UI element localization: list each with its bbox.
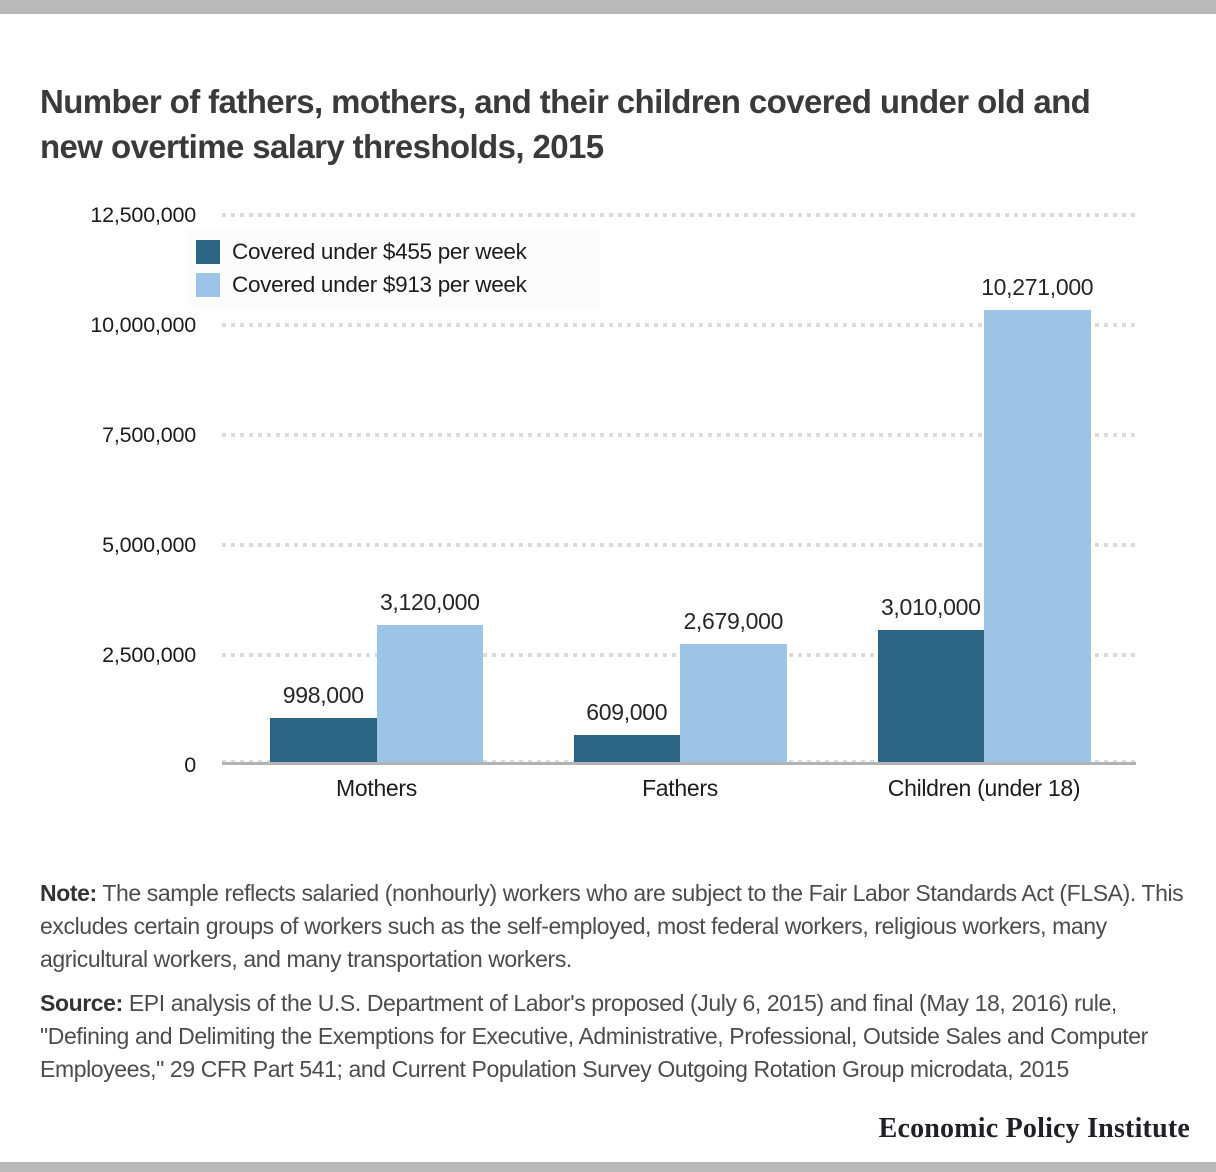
chart-legend: Covered under $455 per week Covered under…	[186, 228, 600, 310]
bar-old-threshold	[270, 718, 377, 762]
legend-swatch-icon	[196, 272, 220, 297]
y-axis-tick-label: 10,000,000	[90, 313, 196, 337]
chart-title: Number of fathers, mothers, and their ch…	[40, 83, 1091, 166]
gridline	[222, 543, 1136, 547]
bottom-frame-bar	[0, 1162, 1216, 1172]
gridline	[222, 323, 1136, 327]
x-axis-line	[222, 762, 1136, 765]
note-text: Note: The sample reflects salaried (nonh…	[40, 877, 1185, 976]
bar-value-label: 609,000	[586, 699, 668, 725]
legend-swatch-icon	[196, 239, 220, 264]
source-label: Source:	[40, 990, 123, 1016]
gridline	[222, 653, 1136, 657]
bar-new-threshold	[680, 644, 787, 762]
bar-value-label: 3,010,000	[880, 594, 981, 620]
source-text: Source: EPI analysis of the U.S. Departm…	[40, 987, 1185, 1086]
epi-logo-wordmark: Economic Policy Institute	[878, 1113, 1190, 1144]
bar-new-threshold	[376, 625, 483, 762]
gridline	[222, 213, 1136, 217]
y-axis-tick-label: 7,500,000	[102, 423, 196, 447]
y-axis-tick-label: 12,500,000	[90, 203, 196, 227]
bar-value-label: 998,000	[282, 682, 364, 708]
bar-new-threshold	[984, 310, 1091, 762]
source-body: EPI analysis of the U.S. Department of L…	[40, 990, 1148, 1082]
bar-value-label: 2,679,000	[683, 608, 784, 634]
gridline	[222, 433, 1136, 437]
bar-old-threshold	[573, 735, 680, 762]
bar-value-label: 10,271,000	[981, 274, 1094, 300]
bar-value-label: 3,120,000	[379, 589, 480, 615]
legend-label: Covered under $913 per week	[232, 271, 527, 297]
legend-label: Covered under $455 per week	[232, 238, 527, 264]
x-axis-category-label: Mothers	[336, 775, 417, 801]
note-label: Note:	[40, 880, 97, 906]
y-axis-tick-label: 5,000,000	[102, 533, 196, 557]
bar-old-threshold	[877, 630, 984, 762]
x-axis-category-label: Children (under 18)	[887, 775, 1081, 801]
legend-row: Covered under $913 per week	[196, 268, 600, 301]
note-body: The sample reflects salaried (nonhourly)…	[40, 880, 1184, 972]
y-axis-tick-label: 2,500,000	[102, 643, 196, 667]
y-axis-tick-label: 0	[184, 753, 196, 777]
x-axis-category-label: Fathers	[642, 775, 718, 801]
top-frame-bar	[0, 0, 1216, 14]
legend-row: Covered under $455 per week	[196, 235, 600, 268]
